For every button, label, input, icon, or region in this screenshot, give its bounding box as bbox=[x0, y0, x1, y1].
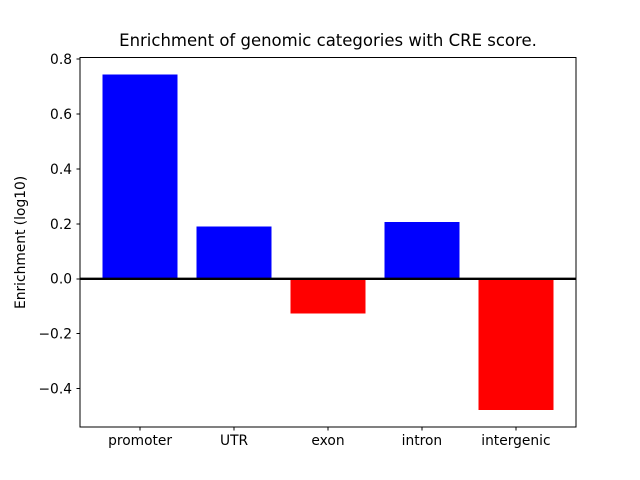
y-tick-label: 0.2 bbox=[50, 217, 72, 233]
x-tick-label-intron: intron bbox=[402, 433, 443, 449]
tick-labels-layer: 0.8 0.6 0.4 0.2 0.0 −0.2 −0.4 promoter UTR exon in… bbox=[38, 52, 550, 449]
bar-intergenic bbox=[478, 278, 554, 411]
y-axis-label: Enrichment (log10) bbox=[13, 176, 29, 309]
x-tick-label-UTR: UTR bbox=[220, 433, 249, 449]
y-tick-label: 0.8 bbox=[50, 52, 72, 68]
y-tick-label: −0.2 bbox=[38, 327, 72, 343]
x-tick-label-promoter: promoter bbox=[108, 433, 172, 449]
y-tick-label: −0.4 bbox=[38, 381, 72, 397]
bar-UTR bbox=[196, 226, 272, 279]
y-tick-label: 0.4 bbox=[50, 162, 72, 178]
bar-exon bbox=[290, 278, 366, 314]
bar-intron bbox=[384, 222, 460, 279]
x-tick-label-exon: exon bbox=[311, 433, 344, 449]
ticks-layer bbox=[76, 58, 517, 431]
y-tick-label: 0.0 bbox=[50, 272, 72, 288]
bars-layer bbox=[102, 74, 554, 411]
bar-promoter bbox=[102, 74, 178, 279]
chart-title: Enrichment of genomic categories with CR… bbox=[119, 31, 537, 50]
x-tick-label-intergenic: intergenic bbox=[481, 433, 550, 449]
y-tick-label: 0.6 bbox=[50, 107, 72, 123]
